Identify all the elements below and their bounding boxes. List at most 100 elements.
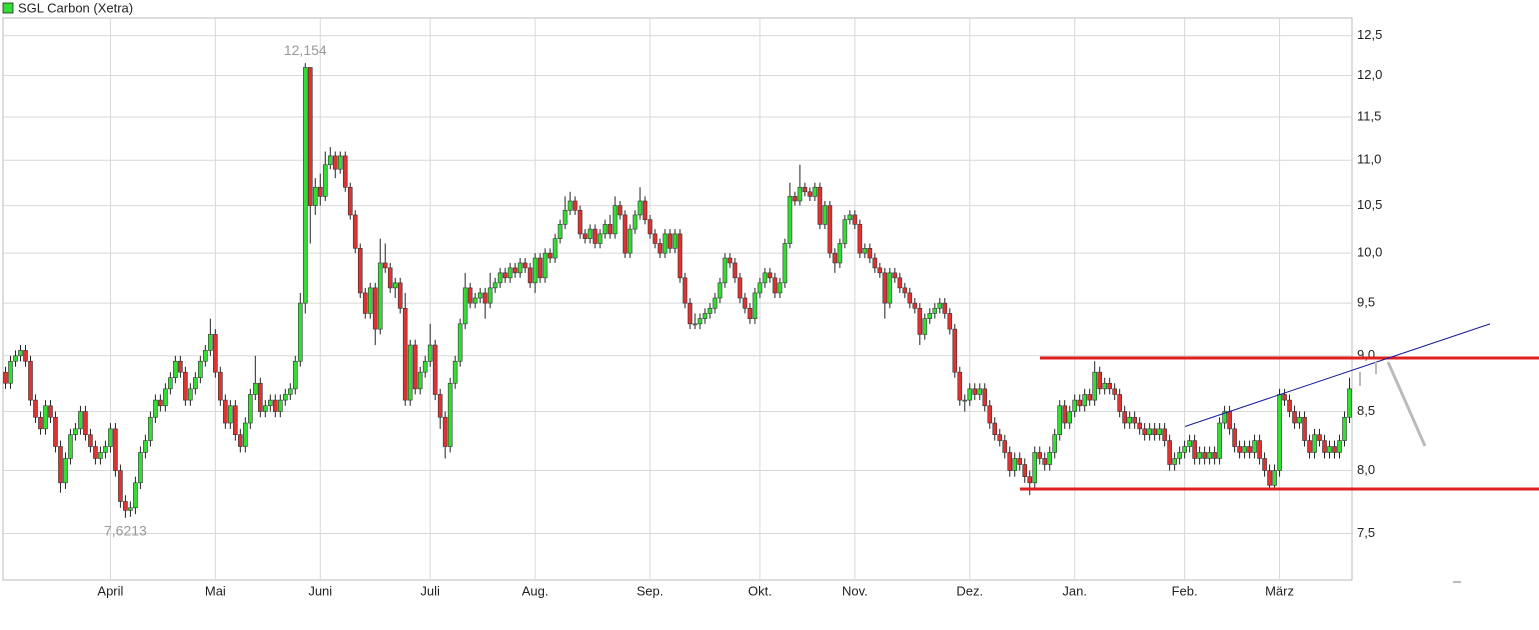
candle-body — [228, 405, 233, 424]
candle-body — [592, 228, 598, 244]
candle-body — [1012, 458, 1018, 471]
candle-body — [1052, 434, 1058, 453]
candle-body — [1242, 446, 1247, 453]
candle-body — [1152, 428, 1157, 435]
candle-body — [1182, 446, 1187, 453]
candle-body — [1302, 416, 1307, 441]
candle-body — [1252, 440, 1257, 453]
candle-body — [233, 405, 238, 435]
candle-body — [687, 302, 693, 325]
candle-body — [752, 292, 758, 319]
candle-body — [1327, 446, 1332, 453]
candle-body — [357, 248, 363, 294]
candle-body — [1312, 434, 1317, 453]
candle-body — [377, 262, 383, 330]
candle-body — [832, 252, 838, 264]
candle-body — [88, 434, 93, 447]
candle-body — [722, 257, 728, 284]
candle-body — [1292, 411, 1297, 424]
x-tick-label: Juni — [308, 583, 332, 598]
candle-body — [972, 388, 978, 395]
candle-body — [63, 458, 68, 484]
candle-body — [1067, 411, 1073, 424]
candle-body — [1117, 394, 1122, 412]
candle-body — [23, 350, 28, 362]
candle-body — [337, 155, 343, 170]
candle-body — [1022, 464, 1028, 477]
candle-body — [58, 446, 63, 484]
candle-body — [133, 482, 138, 509]
candle-body — [13, 355, 18, 362]
candle-body — [73, 428, 78, 435]
candle-body — [93, 446, 98, 459]
candle-body — [442, 416, 448, 447]
candle-body — [927, 313, 933, 319]
candle-body — [712, 297, 718, 309]
candle-body — [287, 388, 293, 395]
candle-body — [462, 287, 468, 325]
candle-body — [702, 313, 708, 319]
legend-swatch — [2, 2, 14, 14]
candle-body — [312, 186, 318, 206]
x-tick-label: Nov. — [842, 583, 868, 598]
candle-body — [1217, 422, 1222, 459]
candle-body — [422, 360, 428, 373]
candle-body — [537, 257, 543, 279]
annotation: 12,154 — [284, 42, 327, 58]
trend-line — [1184, 323, 1491, 427]
candle-body — [8, 360, 13, 384]
candle-body — [178, 360, 183, 373]
candle-body — [317, 186, 323, 197]
legend-label: SGL Carbon (Xetra) — [18, 0, 133, 15]
candle-body — [98, 452, 103, 459]
candle-body — [487, 287, 493, 304]
candle-body — [907, 292, 913, 304]
candle-body — [497, 272, 503, 284]
y-tick-label: 12,5 — [1357, 27, 1382, 42]
candle-body — [482, 292, 488, 304]
candle-body — [682, 277, 688, 304]
plot-frame — [2, 17, 1353, 581]
candle-body — [727, 257, 733, 264]
candle-body — [612, 205, 618, 235]
candle-body — [322, 164, 328, 197]
candle-body — [1167, 440, 1172, 465]
candle-body — [707, 307, 713, 314]
candle-body — [652, 233, 658, 244]
candle-body — [732, 262, 738, 279]
candle-body — [1107, 382, 1112, 390]
candle-body — [38, 416, 43, 430]
candle-body — [1132, 416, 1137, 424]
candle-body — [472, 297, 478, 304]
candle-body — [48, 405, 53, 418]
candle-body — [912, 302, 918, 309]
candle-body — [767, 272, 773, 279]
y-tick-label: 12,0 — [1357, 67, 1382, 82]
y-tick-label: 11,5 — [1357, 108, 1381, 123]
candle-body — [158, 399, 163, 407]
x-tick-label: Dez. — [956, 583, 983, 598]
candle-body — [922, 318, 928, 335]
candle-body — [797, 186, 803, 202]
y-tick-label: 11,0 — [1357, 152, 1381, 167]
candle-body — [148, 416, 153, 441]
candle-body — [642, 200, 648, 220]
candle-body — [1237, 446, 1242, 453]
candle-body — [697, 318, 703, 325]
candle-body — [1297, 416, 1302, 424]
candle-body — [837, 243, 843, 264]
candle-body — [852, 214, 858, 225]
candle-body — [1342, 416, 1347, 441]
x-tick-label: Aug. — [522, 583, 549, 598]
candle-body — [762, 272, 768, 284]
candle-body — [1177, 452, 1182, 459]
candle-body — [1322, 440, 1327, 453]
candle-body — [327, 155, 333, 166]
candle-body — [877, 267, 883, 274]
candle-body — [552, 238, 558, 259]
candle-body — [1307, 440, 1312, 453]
candle-body — [677, 233, 683, 279]
candle-body — [632, 214, 638, 230]
candle-body — [577, 209, 583, 235]
